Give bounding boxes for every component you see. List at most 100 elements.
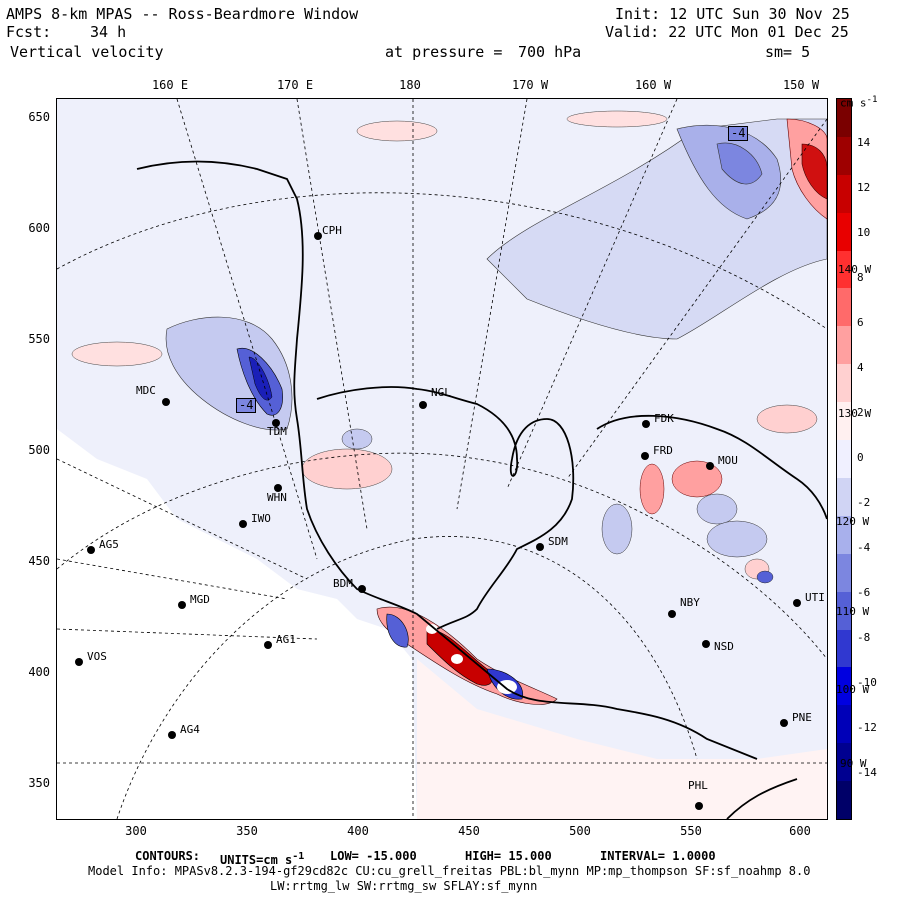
colorbar-label: -4	[857, 541, 871, 554]
station-label: AG1	[276, 633, 296, 646]
x-tick: 450	[458, 824, 480, 838]
colorbar-label: -6	[857, 586, 871, 599]
station-marker[interactable]	[168, 731, 176, 739]
colorbar-band	[837, 629, 851, 668]
ascent-patch	[756, 404, 818, 434]
descent-core	[386, 613, 409, 648]
station-marker[interactable]	[239, 520, 247, 528]
colorbar-label: 6	[857, 316, 864, 329]
colorbar-band	[837, 326, 851, 365]
colorbar-band	[837, 781, 851, 820]
station-marker[interactable]	[641, 452, 649, 460]
station-marker[interactable]	[668, 610, 676, 618]
station-marker[interactable]	[642, 420, 650, 428]
station-label: MOU	[718, 454, 738, 467]
lon-label: 130 W	[838, 407, 872, 420]
graticule	[57, 99, 827, 819]
station-label: WHN	[267, 491, 287, 504]
colorbar-label: 8	[857, 271, 864, 284]
y-tick: 550	[28, 332, 50, 346]
station-label: UTI	[805, 591, 825, 604]
lon-label: 140 W	[838, 263, 872, 276]
station-marker[interactable]	[87, 546, 95, 554]
station-label: PHL	[688, 779, 708, 792]
x-tick: 300	[125, 824, 147, 838]
station-marker[interactable]	[314, 232, 322, 240]
colorbar-band	[837, 288, 851, 327]
x-tick: 400	[347, 824, 369, 838]
station-marker[interactable]	[793, 599, 801, 607]
station-marker[interactable]	[264, 641, 272, 649]
colorbar-band	[837, 99, 851, 138]
colorbar-band	[837, 174, 851, 214]
y-tick: 400	[28, 665, 50, 679]
pressure-value: 700 hPa	[518, 43, 582, 61]
station-marker[interactable]	[706, 462, 714, 470]
station-marker[interactable]	[162, 398, 170, 406]
y-tick: 600	[28, 221, 50, 235]
station-marker[interactable]	[702, 640, 710, 648]
descent-patch	[706, 520, 768, 558]
contour-interval: INTERVAL= 1.0000	[600, 849, 716, 863]
colorbar-label: -8	[857, 631, 871, 644]
colorbar-band	[837, 136, 851, 176]
contour-label: -4	[236, 398, 257, 413]
station-label: AG4	[180, 723, 200, 736]
model-info: Model Info: MPASv8.2.3-194-gf29cd82c CU:…	[88, 864, 811, 878]
station-marker[interactable]	[178, 601, 186, 609]
station-label: CPH	[322, 224, 342, 237]
model-title: AMPS 8-km MPAS -- Ross-Beardmore Window	[6, 5, 359, 23]
station-marker[interactable]	[358, 585, 366, 593]
lon-label: 100 W	[836, 683, 870, 696]
contour-low: LOW= -15.000	[330, 849, 417, 863]
field-name: Vertical velocity	[10, 43, 164, 61]
station-marker[interactable]	[419, 401, 427, 409]
ascent-patch	[566, 110, 668, 128]
colorbar-band	[837, 743, 851, 782]
colorbar-label: -12	[857, 721, 877, 734]
station-marker[interactable]	[780, 719, 788, 727]
colorbar-band	[837, 440, 851, 479]
map-panel[interactable]	[56, 98, 828, 820]
colorbar-band	[837, 364, 851, 403]
valid-time: Valid: 22 UTC Mon 01 Dec 25	[605, 23, 849, 41]
station-label: NBY	[680, 596, 700, 609]
descent-patch	[601, 503, 633, 555]
smoothing: sm= 5	[765, 43, 811, 61]
colorbar-band	[837, 212, 851, 252]
model-info-physics: LW:rrtmg_lw SW:rrtmg_sw SFLAY:sf_mynn	[270, 879, 538, 893]
lon-label: 110 W	[836, 605, 870, 618]
terrain-mask	[57, 429, 417, 819]
colorbar-label: -14	[857, 766, 877, 779]
ascent-patch	[356, 120, 438, 142]
station-label: MDC	[136, 384, 156, 397]
colorbar-band	[837, 591, 851, 631]
descent-patch	[756, 570, 774, 584]
colorbar-label: 12	[857, 181, 871, 194]
init-time: Init: 12 UTC Sun 30 Nov 25	[615, 5, 850, 23]
colorbar-band	[837, 477, 851, 517]
lon-label: 170 E	[276, 78, 314, 92]
descent-patch	[341, 428, 373, 450]
station-marker[interactable]	[695, 802, 703, 810]
colorbar-band	[837, 553, 851, 593]
lon-label: 90 W	[840, 757, 867, 770]
station-label: BDM	[333, 577, 353, 590]
colorbar-label: -2	[857, 496, 871, 509]
contour-high: HIGH= 15.000	[465, 849, 552, 863]
ascent-patch	[71, 341, 163, 367]
station-marker[interactable]	[274, 484, 282, 492]
station-marker[interactable]	[536, 543, 544, 551]
ascent-core	[801, 143, 827, 200]
y-tick: 650	[28, 110, 50, 124]
station-marker[interactable]	[272, 419, 280, 427]
colorbar-label: -10	[857, 676, 877, 689]
pressure-label: at pressure =	[385, 43, 503, 61]
colorbar-band	[837, 402, 851, 441]
station-label: NSD	[714, 640, 734, 653]
station-label: TDM	[267, 425, 287, 438]
station-marker[interactable]	[75, 658, 83, 666]
descent-core-inner	[716, 142, 763, 185]
colorbar-label: 0	[857, 451, 864, 464]
lon-label: 160 E	[151, 78, 189, 92]
